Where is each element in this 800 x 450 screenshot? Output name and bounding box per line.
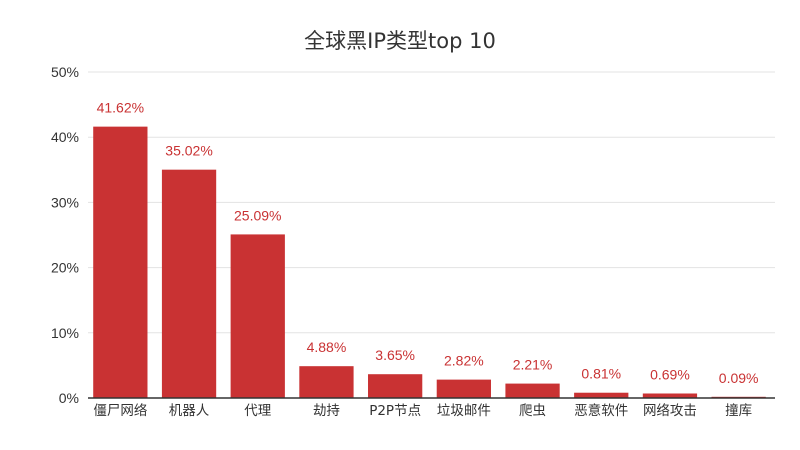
data-labels: 41.62% 35.02% 25.09% 4.88% 3.65% 2.82% 2.21% 0.… [97,100,759,386]
y-tick-label: 40% [51,129,79,145]
y-tick-label: 50% [51,64,79,80]
bar [436,379,491,398]
y-tick-label: 20% [51,260,79,276]
y-tick-label: 10% [51,325,79,341]
data-label: 4.88% [307,339,347,355]
data-label: 2.21% [513,357,553,373]
bar [574,392,629,398]
bar [230,234,285,398]
x-tick-label: 爬虫 [519,403,546,419]
bar [161,169,217,398]
x-tick-label: 网络攻击 [643,403,697,419]
data-label: 0.09% [719,370,759,386]
x-tick-label: 垃圾邮件 [437,403,491,419]
x-tick-label: 劫持 [313,403,340,419]
chart-title: 全球黑IP类型top 10 [304,29,496,53]
data-label: 41.62% [97,100,144,116]
y-axis-ticks: 0% 10% 20% 30% 40% 50% [51,64,79,406]
data-label: 3.65% [375,347,415,363]
x-tick-label: 机器人 [169,403,210,419]
y-tick-label: 0% [59,390,79,406]
x-tick-label: P2P节点 [369,403,421,419]
bars [93,126,766,398]
data-label: 35.02% [165,143,212,159]
data-label: 2.82% [444,353,484,369]
bar [368,374,423,398]
x-axis-ticks: 僵尸网络 机器人 代理 劫持 P2P节点 垃圾邮件 爬虫 恶意软件 网络攻击 撞库 [93,402,752,419]
data-label: 25.09% [234,207,281,223]
x-tick-label: 撞库 [725,403,752,419]
data-label: 0.69% [650,367,690,383]
data-label: 0.81% [581,366,621,382]
x-tick-label: 代理 [244,403,271,419]
y-tick-label: 30% [51,194,79,210]
bar [93,126,148,398]
bar [505,383,560,398]
bar [642,393,698,398]
x-tick-label: 僵尸网络 [93,403,147,419]
x-tick-label: 恶意软件 [574,402,628,419]
bar [299,366,354,398]
